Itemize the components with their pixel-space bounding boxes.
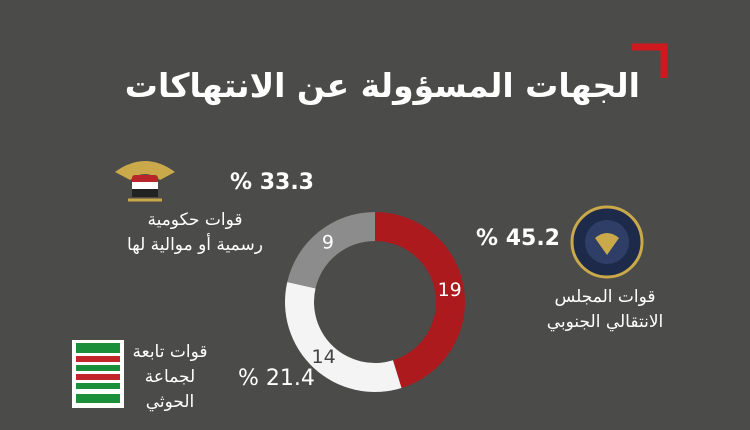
houthi-slogan [72, 340, 124, 408]
corner-accent [632, 43, 668, 78]
donut-slice [375, 212, 466, 389]
donut-slice [287, 212, 375, 289]
chart-title: الجهات المسؤولة عن الانتهاكات [124, 66, 640, 105]
yemen-emblem [115, 161, 175, 202]
council-seal [570, 205, 644, 279]
donut-slice [284, 281, 402, 392]
percent-label: % 21.4 [238, 366, 315, 391]
category-label: قوات تابعة لجماعة الحوثي [132, 342, 208, 412]
percent-label: % 33.3 [230, 170, 314, 195]
category-label: قوات المجلس الانتقالي الجنوبي [546, 287, 664, 332]
slice-label: 14 [312, 346, 336, 368]
category-label: قوات حكومية رسمية أو موالية لها [127, 210, 263, 255]
slice-label: 19 [438, 279, 462, 301]
percent-label: % 45.2 [476, 226, 560, 251]
slice-label: 9 [322, 231, 334, 253]
